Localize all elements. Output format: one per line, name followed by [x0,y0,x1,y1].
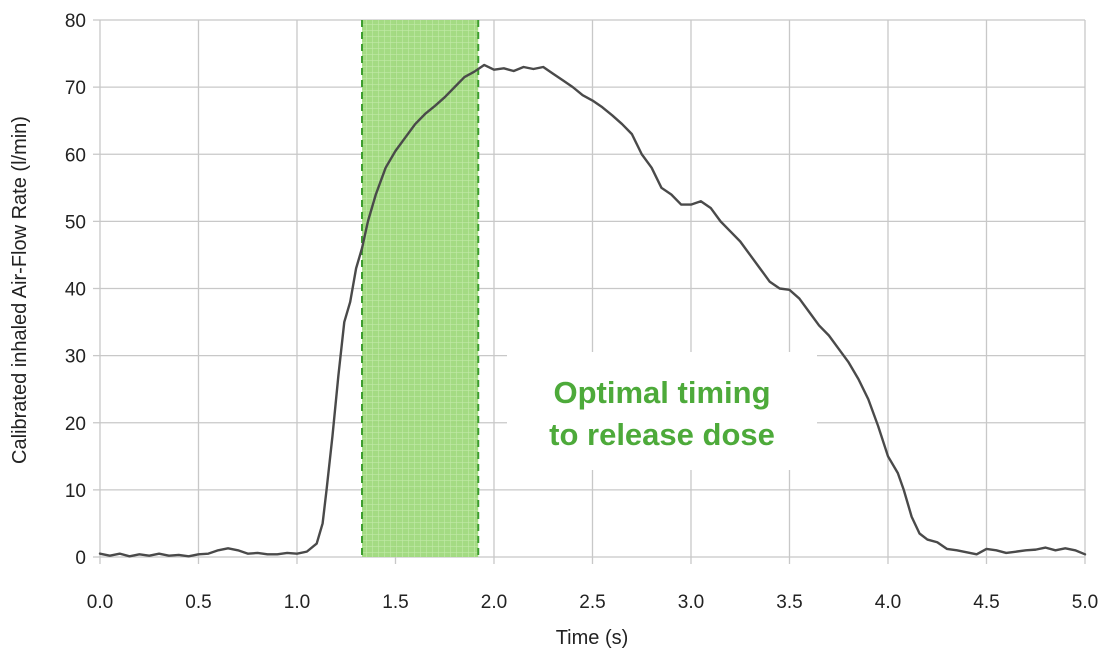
x-axis-title: Time (s) [556,627,629,649]
x-axis-tick-labels: 0.0 0.5 1.0 1.5 2.0 2.5 3.0 3.5 4.0 4.5 5.0 [87,592,1098,613]
y-tick-label-40: 40 [65,280,86,301]
annotation-line-1: Optimal timing [554,375,771,410]
x-tick-label-3.5: 3.5 [776,592,802,613]
y-tick-label-60: 60 [65,145,86,166]
airflow-series-line [98,63,1087,558]
x-tick-label-2.0: 2.0 [481,592,507,613]
y-tick-label-20: 20 [65,414,86,435]
annotation-background [507,352,817,470]
y-tick-label-0: 0 [75,548,86,569]
y-axis-title: Calibrated inhaled Air-Flow Rate (l/min) [9,116,31,464]
y-tick-label-30: 30 [65,347,86,368]
y-tick-label-70: 70 [65,78,86,99]
x-tick-label-5.0: 5.0 [1072,592,1098,613]
annotation-line-2: to release dose [549,417,775,452]
x-tick-label-1.0: 1.0 [284,592,310,613]
y-tick-label-80: 80 [65,11,86,32]
y-tick-label-10: 10 [65,481,86,502]
optimal-timing-band [361,20,480,557]
x-tick-label-1.5: 1.5 [382,592,408,613]
x-tick-label-3.0: 3.0 [678,592,704,613]
y-axis-tick-labels: 0 10 20 30 40 50 60 70 80 [65,11,86,569]
x-tick-label-0.0: 0.0 [87,592,113,613]
y-tick-label-50: 50 [65,212,86,233]
x-tick-label-2.5: 2.5 [579,592,605,613]
band-fill [362,20,479,557]
x-tick-label-4.0: 4.0 [875,592,901,613]
x-tick-label-4.5: 4.5 [973,592,999,613]
x-tick-label-0.5: 0.5 [185,592,211,613]
